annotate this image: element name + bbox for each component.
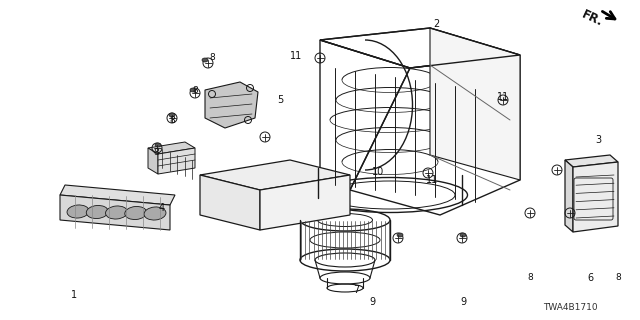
Text: 6: 6 [587,273,593,283]
Polygon shape [573,162,618,232]
Ellipse shape [169,113,175,117]
Text: 7: 7 [353,285,359,295]
Text: FR.: FR. [579,7,605,28]
Polygon shape [148,142,195,154]
Text: 11: 11 [426,175,438,185]
Ellipse shape [397,233,403,237]
Text: 8: 8 [615,274,621,283]
Text: 8: 8 [192,85,198,94]
Polygon shape [430,28,520,180]
Ellipse shape [67,205,89,218]
Polygon shape [60,195,170,230]
Text: 11: 11 [290,51,302,61]
Text: 2: 2 [433,19,439,29]
Ellipse shape [190,88,196,92]
Ellipse shape [460,233,466,237]
Polygon shape [60,185,175,205]
Text: 4: 4 [159,203,165,213]
Polygon shape [148,148,158,174]
Ellipse shape [144,207,166,220]
Text: 1: 1 [71,290,77,300]
Ellipse shape [106,206,127,219]
Text: 5: 5 [277,95,283,105]
Text: 8: 8 [527,274,533,283]
Text: 9: 9 [460,297,466,307]
Text: 11: 11 [497,92,509,102]
Polygon shape [260,175,350,230]
Polygon shape [565,155,618,167]
Text: 3: 3 [595,135,601,145]
Ellipse shape [202,58,208,62]
Polygon shape [200,160,350,190]
Text: 8: 8 [153,148,159,156]
Ellipse shape [155,143,161,147]
Polygon shape [200,175,260,230]
Text: 8: 8 [209,52,215,61]
Text: TWA4B1710: TWA4B1710 [543,303,597,313]
Text: 8: 8 [169,116,175,124]
Text: 10: 10 [372,167,384,177]
Polygon shape [205,82,258,128]
Polygon shape [565,160,573,232]
Text: 9: 9 [369,297,375,307]
Ellipse shape [86,205,108,219]
Ellipse shape [125,206,147,220]
Polygon shape [158,148,195,174]
